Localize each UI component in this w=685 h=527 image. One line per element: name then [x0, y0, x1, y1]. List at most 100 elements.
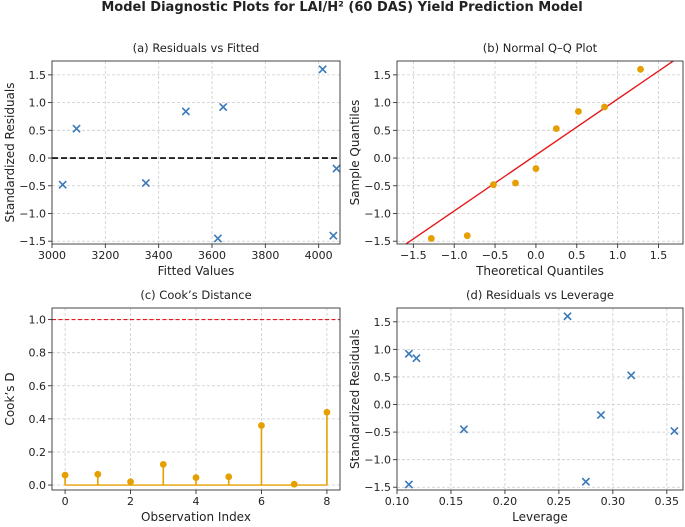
- stem-marker: [61, 471, 69, 479]
- y-tick-label: 0.0: [374, 399, 392, 412]
- y-tick-label: 0.5: [374, 124, 392, 137]
- data-point: [463, 232, 471, 240]
- data-point: [72, 124, 81, 133]
- x-tick-label: 0.30: [601, 495, 626, 508]
- x-tick-label: −1.5: [400, 249, 427, 262]
- data-point: [627, 371, 636, 380]
- y-axis-label: Cook’s D: [3, 372, 17, 425]
- data-point: [329, 231, 338, 240]
- x-axis-label: Leverage: [512, 510, 568, 524]
- stem-marker: [290, 480, 298, 488]
- x-tick-label: 4000: [305, 249, 333, 262]
- data-point: [563, 312, 572, 321]
- y-tick-label: 0.0: [374, 152, 392, 165]
- y-tick-label: 0.4: [29, 413, 47, 426]
- y-tick-label: 1.5: [29, 69, 47, 82]
- data-point: [404, 480, 414, 489]
- x-axis-label: Theoretical Quantiles: [475, 264, 604, 278]
- x-tick-label: 3200: [91, 249, 119, 262]
- data-point: [427, 235, 435, 242]
- y-axis-label: Standardized Residuals: [348, 329, 362, 469]
- x-tick-label: 3800: [251, 249, 279, 262]
- data-point: [404, 349, 414, 358]
- y-tick-label: 1.0: [374, 97, 392, 110]
- stem-marker: [159, 460, 167, 468]
- panel-residuals-vs-leverage: 0.10 0.15 0.20 0.25 0.30 0.35 −1.5 −1.0 −0.5 0.0 0…: [348, 288, 684, 524]
- data-point: [596, 410, 606, 420]
- data-point: [552, 125, 560, 133]
- x-tick-label: 0.20: [493, 495, 518, 508]
- x-tick-label: 3600: [198, 249, 226, 262]
- y-tick-label: 0.8: [29, 347, 47, 360]
- x-tick-label: −0.5: [482, 249, 509, 262]
- x-tick-label: 2: [127, 495, 134, 508]
- x-tick-label: 0.0: [527, 249, 545, 262]
- y-tick-label: 0.0: [29, 152, 47, 165]
- y-tick-label: −0.5: [19, 180, 46, 193]
- panel-title: (b) Normal Q–Q Plot: [483, 41, 598, 55]
- plot-frame: [396, 307, 684, 491]
- data-point: [141, 178, 151, 188]
- y-tick-label: −0.5: [364, 426, 391, 439]
- plot-frame: [51, 307, 341, 491]
- x-tick-label: 0.5: [568, 249, 586, 262]
- data-point: [58, 180, 67, 189]
- panel-title: (c) Cook’s Distance: [140, 288, 251, 302]
- data-point: [318, 65, 327, 74]
- stem-marker: [192, 474, 200, 481]
- qq-fit-line: [404, 61, 675, 244]
- y-tick-label: 0.6: [29, 380, 47, 393]
- data-point: [219, 102, 228, 112]
- panel-title: (a) Residuals vs Fitted: [133, 41, 260, 55]
- data-point: [332, 164, 341, 173]
- y-tick-label: 1.0: [374, 343, 392, 356]
- data-point: [581, 477, 591, 486]
- y-tick-label: −1.5: [19, 235, 46, 248]
- x-tick-label: 3000: [38, 249, 66, 262]
- y-tick-label: −1.0: [364, 208, 391, 221]
- data-point: [459, 425, 469, 434]
- data-point: [575, 108, 582, 115]
- x-axis-label: Fitted Values: [158, 264, 235, 278]
- x-tick-label: 1.5: [650, 249, 668, 262]
- data-point: [601, 103, 608, 111]
- data-point: [412, 354, 421, 363]
- x-tick-label: 4: [193, 495, 200, 508]
- y-tick-label: −1.0: [364, 454, 391, 467]
- data-point: [181, 107, 191, 116]
- y-tick-label: −1.5: [364, 235, 391, 248]
- x-tick-label: 0.15: [439, 495, 464, 508]
- panel-title: (d) Residuals vs Leverage: [466, 288, 614, 302]
- stem-marker: [94, 470, 102, 478]
- y-tick-label: 1.5: [374, 316, 392, 329]
- y-tick-label: −0.5: [364, 180, 391, 193]
- x-tick-label: 8: [323, 495, 330, 508]
- figure-title: Model Diagnostic Plots for LAI/H² (60 DA…: [101, 0, 582, 15]
- y-tick-label: 1.0: [29, 97, 47, 110]
- x-tick-label: 3400: [145, 249, 173, 262]
- data-point: [490, 181, 497, 189]
- plot-frame: [396, 60, 684, 245]
- y-tick-label: 0.0: [29, 479, 47, 492]
- y-tick-label: 1.0: [29, 314, 47, 327]
- stem-marker: [258, 422, 265, 429]
- data-point: [213, 234, 223, 243]
- x-tick-label: 0.35: [655, 495, 680, 508]
- stem-marker: [127, 478, 134, 486]
- x-axis-label: Observation Index: [141, 510, 251, 524]
- data-point: [532, 165, 540, 172]
- y-tick-label: 0.5: [29, 124, 47, 137]
- x-tick-label: 0: [62, 495, 69, 508]
- stem-marker: [323, 408, 331, 416]
- data-point: [637, 65, 644, 73]
- y-tick-label: −1.5: [364, 481, 391, 494]
- y-tick-label: 0.5: [374, 371, 392, 384]
- y-axis-label: Standardized Residuals: [3, 83, 17, 223]
- x-tick-label: 6: [258, 495, 265, 508]
- data-point: [512, 179, 519, 187]
- y-tick-label: 1.5: [374, 69, 392, 82]
- stem-marker: [225, 473, 233, 481]
- panel-cooks-distance: 0 2 4 6 8 0.0 0.2 0.4 0.6 0.8 1.0 (c) Cook’s Distan…: [3, 288, 341, 524]
- y-tick-label: −1.0: [19, 208, 46, 221]
